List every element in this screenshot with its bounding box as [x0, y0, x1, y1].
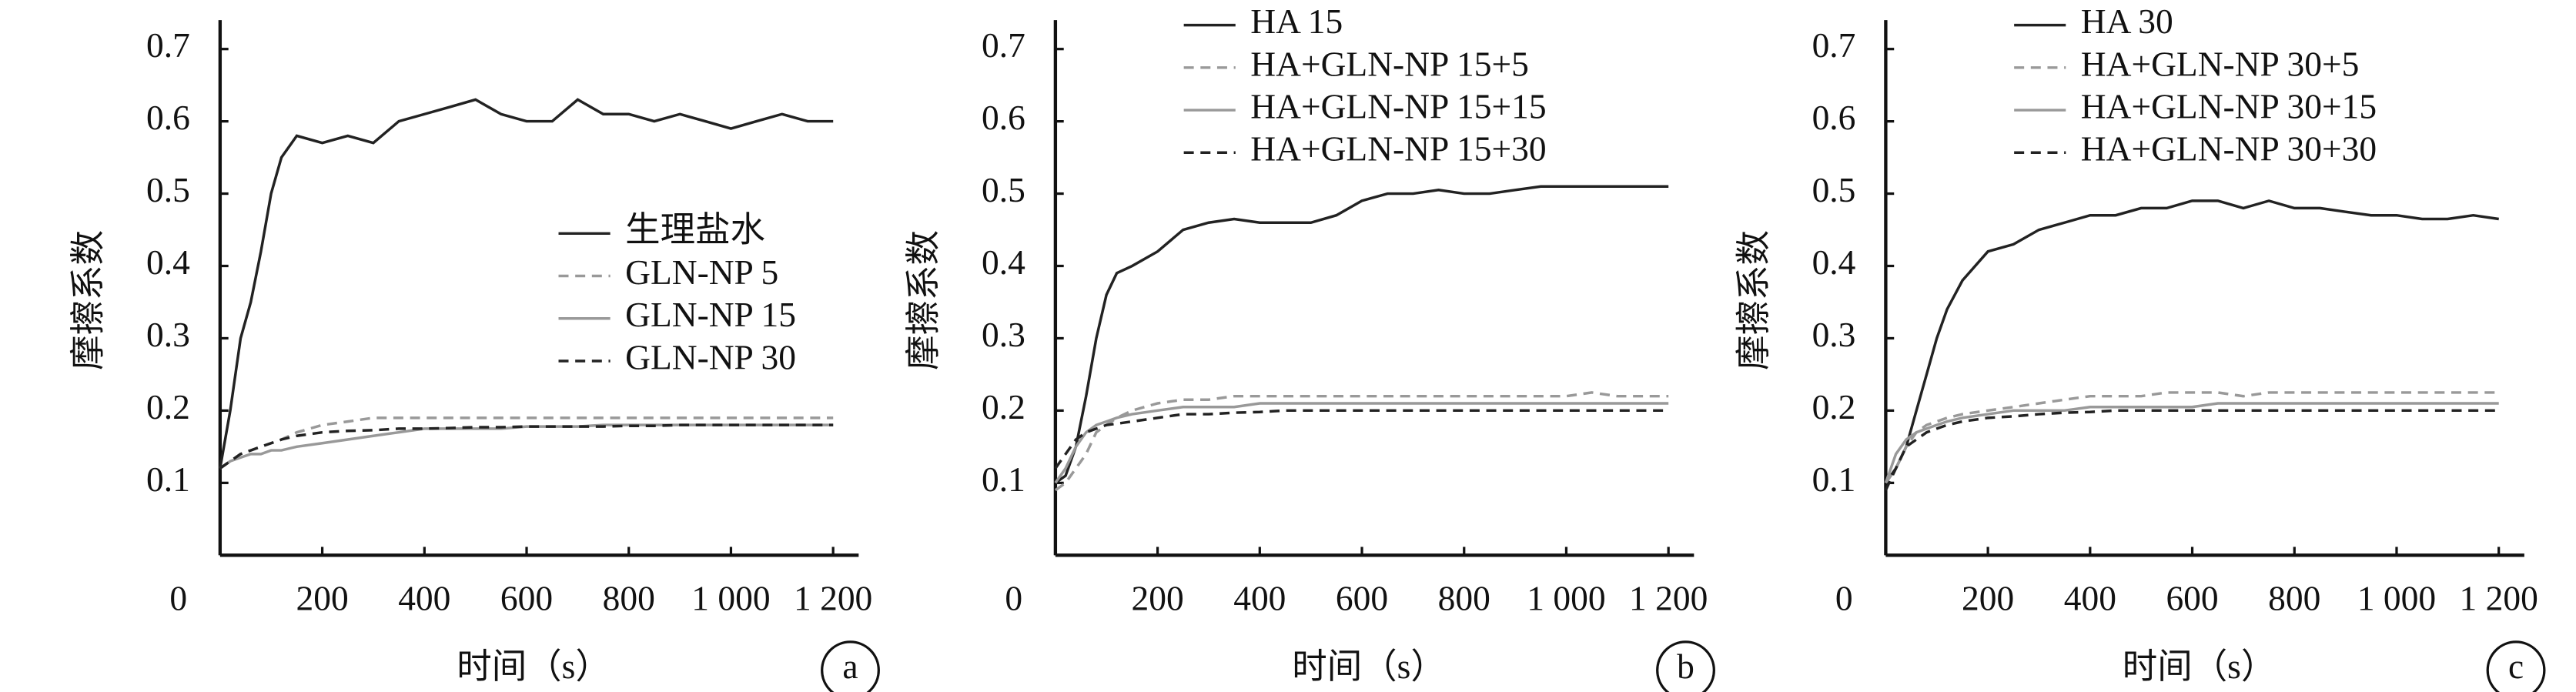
x-tick-label: 1 000	[691, 578, 770, 617]
x-tick-label: 0	[1835, 578, 1853, 617]
legend-label: HA 30	[2081, 2, 2173, 41]
x-tick-label: 1 200	[794, 578, 872, 617]
x-tick-label: 400	[398, 578, 450, 617]
series-line	[1884, 409, 2499, 491]
y-tick-label: 0.1	[146, 460, 190, 499]
legend-label: HA+GLN-NP 15+5	[1250, 44, 1529, 83]
panel-label: c	[2508, 647, 2524, 686]
x-axis-label: 时间（s）	[457, 647, 611, 686]
x-tick-label: 800	[603, 578, 655, 617]
series-line	[1884, 402, 2499, 483]
y-tick-label: 0.3	[1812, 315, 1856, 354]
series-line	[1054, 185, 1669, 484]
y-tick-label: 0.4	[146, 242, 190, 282]
x-tick-label: 600	[500, 578, 553, 617]
series-line	[1054, 402, 1669, 484]
panel-badge	[821, 640, 880, 692]
y-axis-label: 摩擦系数	[1734, 230, 1773, 370]
x-tick-label: 800	[2268, 578, 2320, 617]
y-tick-label: 0.6	[1812, 98, 1856, 137]
legend-label: HA+GLN-NP 15+30	[1250, 129, 1546, 169]
legend-label: GLN-NP 5	[625, 252, 778, 292]
y-tick-label: 0.5	[146, 170, 190, 209]
legend-label: GLN-NP 30	[625, 337, 796, 376]
y-tick-label: 0.3	[982, 315, 1025, 354]
y-tick-label: 0.4	[1812, 242, 1856, 282]
x-tick-label: 0	[169, 578, 187, 617]
x-tick-label: 200	[296, 578, 348, 617]
x-tick-label: 1 000	[2357, 578, 2436, 617]
panel-label: a	[842, 647, 858, 686]
y-tick-label: 0.1	[1812, 460, 1856, 499]
x-tick-label: 800	[1438, 578, 1490, 617]
panel-badge	[2486, 640, 2546, 692]
y-tick-label: 0.7	[982, 25, 1025, 65]
x-axis-label: 时间（s）	[1292, 647, 1446, 686]
x-tick-label: 400	[2064, 578, 2116, 617]
y-tick-label: 0.2	[146, 387, 190, 426]
x-tick-label: 1 200	[2460, 578, 2538, 617]
series-line	[1054, 409, 1669, 470]
series-line	[1054, 391, 1669, 492]
legend-label: HA+GLN-NP 30+5	[2081, 44, 2360, 83]
series-line	[1884, 391, 2499, 484]
x-axis-label: 时间（s）	[2123, 647, 2277, 686]
y-axis-label: 摩擦系数	[69, 230, 108, 370]
x-tick-label: 1 200	[1629, 578, 1708, 617]
legend-label: 生理盐水	[625, 210, 765, 249]
panel-label: b	[1677, 647, 1694, 686]
legend-label: HA+GLN-NP 30+30	[2081, 129, 2377, 169]
series-line	[219, 423, 834, 470]
y-tick-label: 0.5	[982, 170, 1025, 209]
x-tick-label: 1 000	[1527, 578, 1605, 617]
y-tick-label: 0.2	[982, 387, 1025, 426]
y-tick-label: 0.1	[982, 460, 1025, 499]
x-tick-label: 600	[2166, 578, 2218, 617]
y-tick-label: 0.6	[982, 98, 1025, 137]
series-line	[219, 423, 834, 470]
x-tick-label: 200	[1131, 578, 1183, 617]
x-tick-label: 400	[1233, 578, 1286, 617]
x-tick-label: 200	[1962, 578, 2014, 617]
y-tick-label: 0.2	[1812, 387, 1856, 426]
legend-label: GLN-NP 15	[625, 295, 796, 334]
legend-label: HA+GLN-NP 30+15	[2081, 86, 2377, 125]
legend-label: HA+GLN-NP 15+15	[1250, 86, 1546, 125]
y-tick-label: 0.3	[146, 315, 190, 354]
x-tick-label: 600	[1336, 578, 1388, 617]
panel-badge	[1656, 640, 1715, 692]
y-tick-label: 0.6	[146, 98, 190, 137]
y-tick-label: 0.4	[982, 242, 1025, 282]
series-line	[219, 98, 834, 469]
x-tick-label: 0	[1005, 578, 1022, 617]
y-tick-label: 0.7	[146, 25, 190, 65]
y-tick-label: 0.5	[1812, 170, 1856, 209]
y-tick-label: 0.7	[1812, 25, 1856, 65]
legend-label: HA 15	[1250, 2, 1343, 41]
y-axis-label: 摩擦系数	[904, 230, 943, 370]
series-line	[1884, 199, 2499, 484]
